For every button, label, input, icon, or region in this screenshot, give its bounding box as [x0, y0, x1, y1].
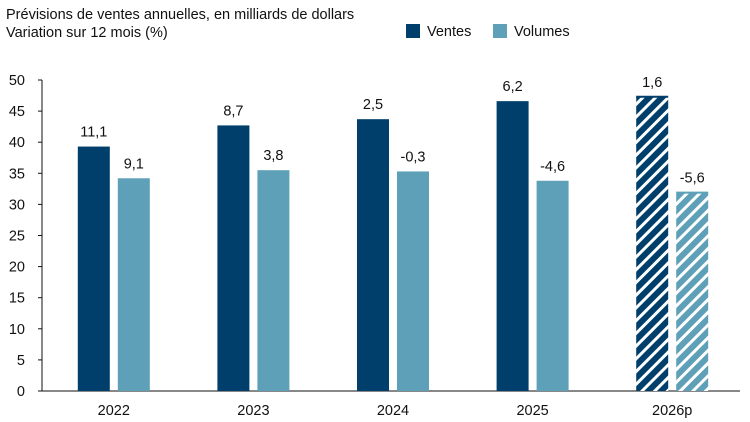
bar-volumes-2026p	[676, 192, 709, 391]
legend-swatch-volumes	[493, 24, 507, 38]
x-tick-label: 2022	[98, 403, 130, 419]
y-tick-label: 0	[17, 384, 25, 400]
bar-ventes-2023	[217, 125, 250, 391]
bar-volumes-2024	[397, 171, 429, 391]
x-tick-label: 2023	[237, 403, 269, 419]
data-label: 8,7	[223, 103, 243, 119]
y-tick-label: 5	[17, 353, 25, 369]
y-tick-label: 15	[9, 291, 25, 307]
bar-labels: 11,1 9,1 8,7 3,8 2,5 -0,3 6,2 -4,6 1,6 -5,6	[80, 75, 704, 187]
bar-ventes-2025	[496, 101, 529, 391]
legend-label-ventes: Ventes	[427, 24, 471, 40]
y-tick-label: 10	[9, 322, 25, 338]
y-axis: 0 5 10 15 20 25 30 35 40 45 50	[9, 73, 43, 400]
x-axis: 2022 2023 2024 2025 2026p	[42, 390, 740, 419]
data-label: -0,3	[401, 149, 426, 165]
data-label: 1,6	[642, 75, 662, 91]
data-label: -5,6	[680, 171, 705, 187]
data-label: 11,1	[80, 125, 107, 141]
y-tick-label: 25	[9, 229, 25, 245]
bar-volumes-2023	[257, 170, 290, 391]
y-tick-label: 35	[9, 166, 25, 182]
legend: Ventes Volumes	[406, 24, 570, 40]
bar-volumes-2022	[117, 178, 150, 391]
data-label: 9,1	[124, 156, 144, 172]
data-label: 6,2	[503, 79, 523, 95]
bar-ventes-2024	[357, 119, 389, 391]
chart-subtitle: Variation sur 12 mois (%)	[6, 25, 168, 41]
bar-ventes-2022	[77, 146, 110, 391]
y-tick-label: 20	[9, 260, 25, 276]
chart-title: Prévisions de ventes annuelles, en milli…	[6, 7, 354, 23]
x-tick-label: 2024	[377, 403, 409, 419]
y-tick-label: 40	[9, 135, 25, 151]
legend-swatch-ventes	[406, 24, 420, 38]
legend-label-volumes: Volumes	[514, 24, 570, 40]
x-tick-label: 2025	[516, 403, 548, 419]
data-label: 3,8	[263, 148, 283, 164]
bars	[77, 95, 709, 391]
y-tick-label: 50	[9, 73, 25, 89]
bar-volumes-2025	[536, 180, 569, 391]
y-tick-label: 45	[9, 104, 25, 120]
data-label: 2,5	[363, 97, 383, 113]
x-tick-label: 2026p	[652, 403, 692, 419]
data-label: -4,6	[540, 159, 565, 175]
y-tick-label: 30	[9, 197, 25, 213]
bar-ventes-2026p	[636, 96, 669, 391]
